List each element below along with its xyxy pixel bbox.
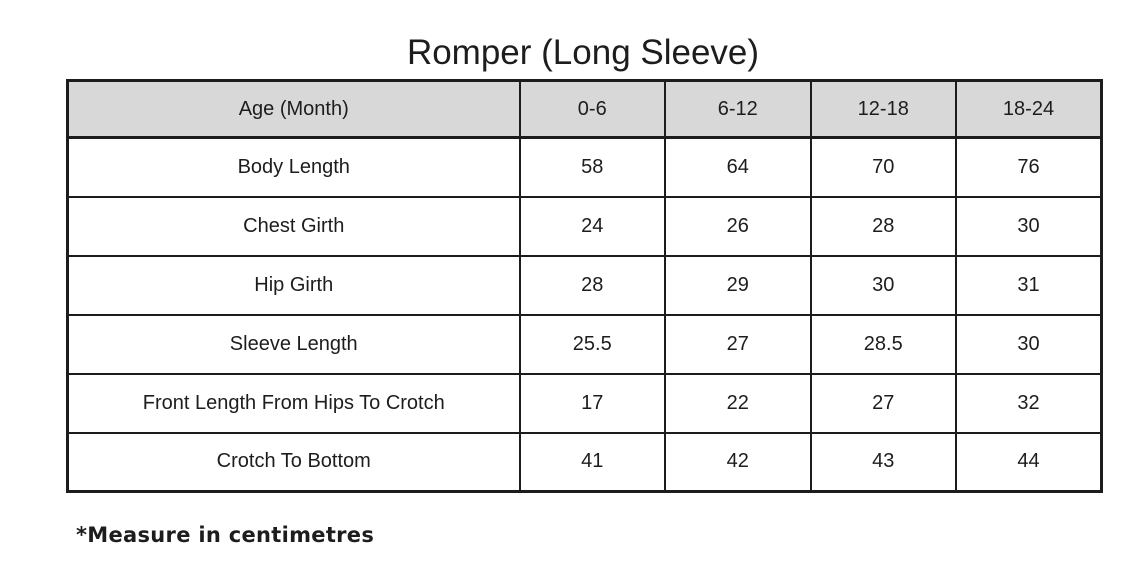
- value-cell: 76: [955, 136, 1103, 198]
- value-cell: 30: [809, 254, 957, 316]
- table-row: Chest Girth 24 26 28 30: [66, 195, 1103, 257]
- row-label-cell: Hip Girth: [66, 254, 521, 316]
- value-cell: 17: [518, 372, 666, 434]
- row-label-cell: Sleeve Length: [66, 313, 521, 375]
- value-cell: 22: [664, 372, 812, 434]
- value-cell: 31: [955, 254, 1103, 316]
- table-row: Hip Girth 28 29 30 31: [66, 254, 1103, 316]
- table-row: Front Length From Hips To Crotch 17 22 2…: [66, 372, 1103, 434]
- value-cell: 26: [664, 195, 812, 257]
- value-cell: 43: [809, 431, 957, 493]
- value-cell: 32: [955, 372, 1103, 434]
- value-cell: 64: [664, 136, 812, 198]
- header-cell-0-6: 0-6: [518, 79, 666, 139]
- value-cell: 44: [955, 431, 1103, 493]
- row-label-cell: Body Length: [66, 136, 521, 198]
- value-cell: 28: [518, 254, 666, 316]
- value-cell: 30: [955, 195, 1103, 257]
- row-label-cell: Front Length From Hips To Crotch: [66, 372, 521, 434]
- measurement-unit-note: *Measure in centimetres: [76, 523, 375, 547]
- value-cell: 29: [664, 254, 812, 316]
- row-label-cell: Crotch To Bottom: [66, 431, 521, 493]
- value-cell: 58: [518, 136, 666, 198]
- header-cell-12-18: 12-18: [809, 79, 957, 139]
- size-table: Age (Month) 0-6 6-12 12-18 18-24 Body Le…: [66, 79, 1103, 493]
- row-label-cell: Chest Girth: [66, 195, 521, 257]
- header-cell-age-month: Age (Month): [66, 79, 521, 139]
- value-cell: 28.5: [809, 313, 957, 375]
- value-cell: 30: [955, 313, 1103, 375]
- value-cell: 70: [809, 136, 957, 198]
- page-title: Romper (Long Sleeve): [406, 33, 760, 72]
- table-header-row: Age (Month) 0-6 6-12 12-18 18-24: [66, 79, 1103, 139]
- table-row: Body Length 58 64 70 76: [66, 136, 1103, 198]
- value-cell: 28: [809, 195, 957, 257]
- value-cell: 27: [809, 372, 957, 434]
- value-cell: 41: [518, 431, 666, 493]
- header-cell-6-12: 6-12: [664, 79, 812, 139]
- value-cell: 24: [518, 195, 666, 257]
- table-row: Sleeve Length 25.5 27 28.5 30: [66, 313, 1103, 375]
- value-cell: 42: [664, 431, 812, 493]
- table-row: Crotch To Bottom 41 42 43 44: [66, 431, 1103, 493]
- value-cell: 25.5: [518, 313, 666, 375]
- value-cell: 27: [664, 313, 812, 375]
- header-cell-18-24: 18-24: [955, 79, 1103, 139]
